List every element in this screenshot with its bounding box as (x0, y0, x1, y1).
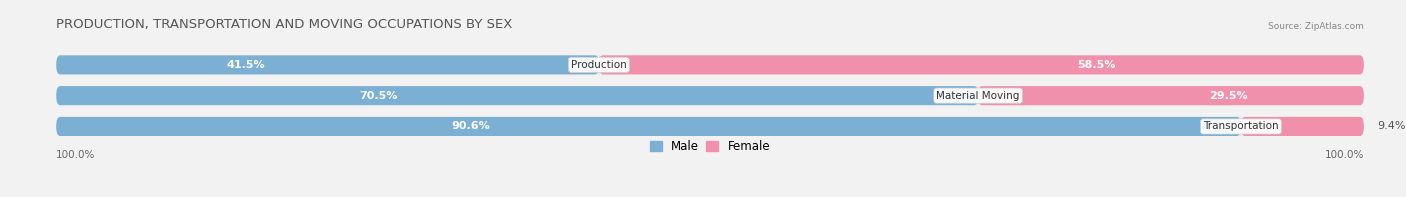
Text: 29.5%: 29.5% (1209, 91, 1249, 101)
FancyBboxPatch shape (56, 86, 1364, 105)
Text: Production: Production (571, 60, 627, 70)
FancyBboxPatch shape (56, 86, 979, 105)
FancyBboxPatch shape (56, 117, 1364, 136)
Legend: Male, Female: Male, Female (645, 135, 775, 158)
Text: Transportation: Transportation (1204, 121, 1278, 131)
Text: PRODUCTION, TRANSPORTATION AND MOVING OCCUPATIONS BY SEX: PRODUCTION, TRANSPORTATION AND MOVING OC… (56, 18, 513, 31)
Text: Material Moving: Material Moving (936, 91, 1019, 101)
Text: 100.0%: 100.0% (1324, 150, 1364, 160)
FancyBboxPatch shape (56, 55, 1364, 74)
FancyBboxPatch shape (56, 55, 599, 74)
FancyBboxPatch shape (599, 55, 1364, 74)
Text: 90.6%: 90.6% (451, 121, 491, 131)
Text: 70.5%: 70.5% (360, 91, 398, 101)
FancyBboxPatch shape (56, 117, 1241, 136)
Text: 41.5%: 41.5% (226, 60, 266, 70)
Text: 58.5%: 58.5% (1077, 60, 1115, 70)
Text: 100.0%: 100.0% (56, 150, 96, 160)
Text: 9.4%: 9.4% (1376, 121, 1406, 131)
FancyBboxPatch shape (1241, 117, 1364, 136)
Text: Source: ZipAtlas.com: Source: ZipAtlas.com (1268, 21, 1364, 31)
FancyBboxPatch shape (979, 86, 1364, 105)
